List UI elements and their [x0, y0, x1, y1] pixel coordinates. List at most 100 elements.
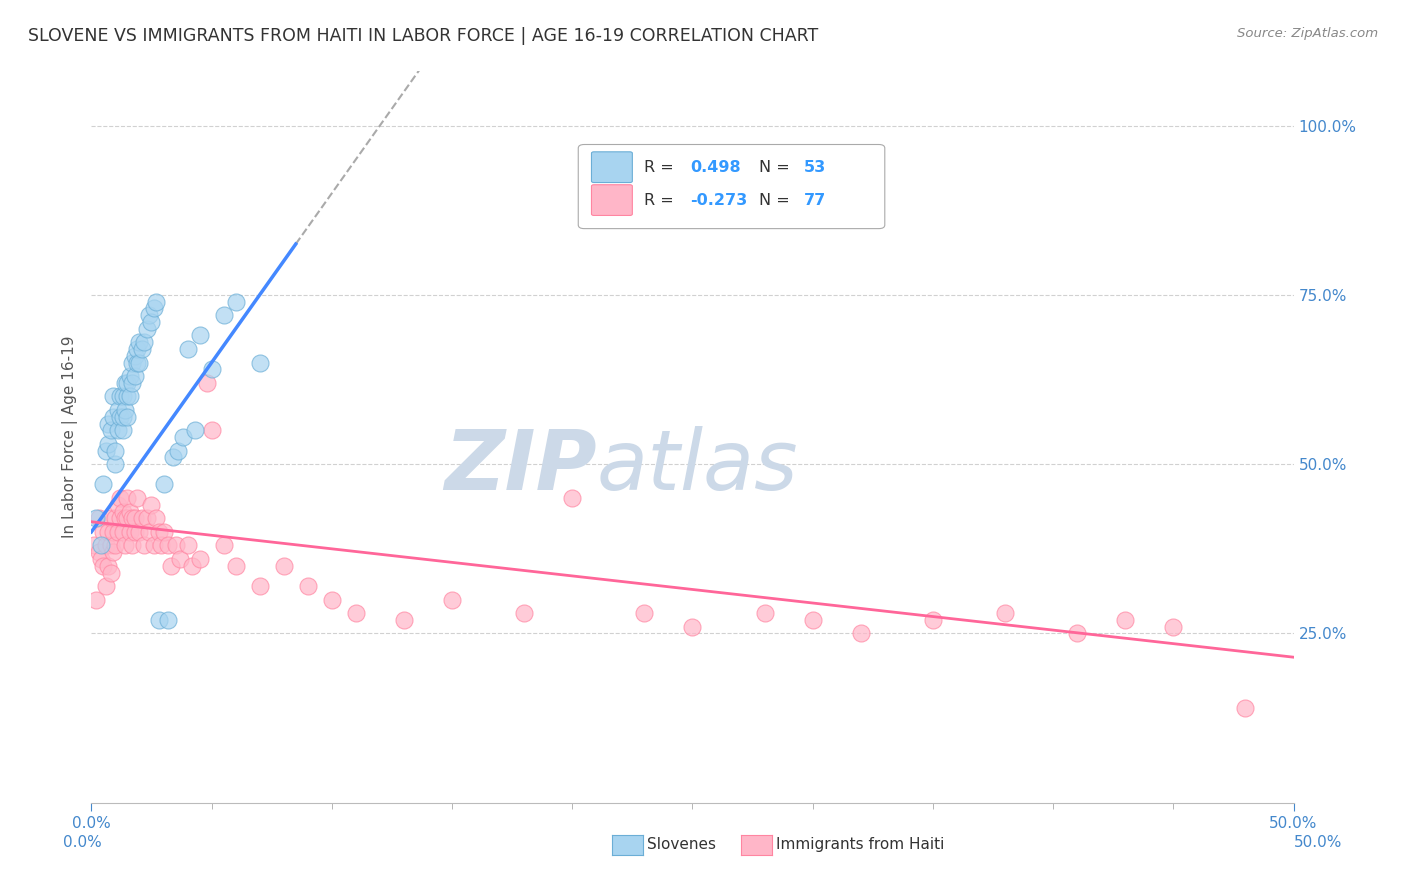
Point	[97, 524, 120, 539]
Point	[165, 538, 187, 552]
Point	[93, 477, 115, 491]
Point	[157, 538, 180, 552]
Point	[100, 423, 122, 437]
Point	[754, 606, 776, 620]
Point	[124, 369, 146, 384]
Point	[297, 579, 319, 593]
Y-axis label: In Labor Force | Age 16-19: In Labor Force | Age 16-19	[62, 335, 77, 539]
Point	[148, 524, 170, 539]
Point	[176, 538, 198, 552]
FancyBboxPatch shape	[592, 152, 633, 183]
Point	[87, 545, 110, 559]
Point	[93, 558, 115, 573]
Point	[212, 538, 235, 552]
Point	[101, 524, 124, 539]
Point	[104, 538, 127, 552]
Point	[125, 342, 148, 356]
Point	[162, 450, 184, 465]
Point	[159, 558, 181, 573]
Point	[633, 606, 655, 620]
Point	[125, 355, 148, 369]
Point	[513, 606, 536, 620]
Point	[84, 511, 107, 525]
Point	[114, 538, 136, 552]
Point	[188, 328, 211, 343]
Point	[107, 498, 129, 512]
Point	[121, 376, 143, 390]
Point	[561, 491, 583, 505]
Point	[142, 538, 165, 552]
Point	[131, 511, 153, 525]
Point	[110, 491, 132, 505]
Point	[107, 423, 129, 437]
Point	[111, 505, 134, 519]
Point	[101, 389, 124, 403]
Point	[114, 376, 136, 390]
Point	[201, 362, 224, 376]
Point	[169, 552, 191, 566]
Point	[121, 511, 143, 525]
Point	[273, 558, 295, 573]
Point	[148, 613, 170, 627]
Point	[121, 355, 143, 369]
Point	[124, 511, 146, 525]
Point	[249, 579, 271, 593]
Point	[121, 538, 143, 552]
Point	[100, 566, 122, 580]
Text: N =: N =	[759, 160, 794, 175]
Point	[1114, 613, 1136, 627]
Point	[104, 443, 127, 458]
Text: 0.0%: 0.0%	[63, 836, 103, 850]
Point	[117, 389, 139, 403]
Point	[135, 322, 157, 336]
Point	[90, 552, 112, 566]
Point	[83, 538, 105, 552]
Point	[93, 524, 115, 539]
Point	[128, 524, 150, 539]
Point	[157, 613, 180, 627]
Text: 53: 53	[804, 160, 827, 175]
Point	[124, 349, 146, 363]
Point	[90, 538, 112, 552]
Point	[114, 511, 136, 525]
Point	[922, 613, 945, 627]
Point	[101, 409, 124, 424]
Text: N =: N =	[759, 193, 794, 208]
Point	[118, 524, 141, 539]
Point	[135, 511, 157, 525]
Point	[117, 511, 139, 525]
Point	[141, 498, 163, 512]
Text: SLOVENE VS IMMIGRANTS FROM HAITI IN LABOR FORCE | AGE 16-19 CORRELATION CHART: SLOVENE VS IMMIGRANTS FROM HAITI IN LABO…	[28, 27, 818, 45]
Point	[225, 294, 247, 309]
Point	[145, 511, 167, 525]
Point	[100, 538, 122, 552]
Point	[142, 301, 165, 316]
Point	[321, 592, 343, 607]
Point	[849, 626, 872, 640]
Point	[97, 437, 120, 451]
Text: R =: R =	[644, 193, 679, 208]
Point	[118, 505, 141, 519]
FancyBboxPatch shape	[578, 145, 884, 228]
Point	[152, 524, 174, 539]
Point	[104, 511, 127, 525]
Text: Source: ZipAtlas.com: Source: ZipAtlas.com	[1237, 27, 1378, 40]
Point	[110, 409, 132, 424]
Text: 50.0%: 50.0%	[1295, 836, 1343, 850]
Point	[128, 355, 150, 369]
Point	[114, 403, 136, 417]
Point	[117, 376, 139, 390]
Point	[176, 342, 198, 356]
Point	[94, 579, 117, 593]
Point	[110, 389, 132, 403]
Point	[104, 457, 127, 471]
Point	[134, 335, 156, 350]
Point	[440, 592, 463, 607]
FancyBboxPatch shape	[592, 185, 633, 216]
Point	[994, 606, 1017, 620]
Point	[124, 524, 146, 539]
Point	[138, 308, 160, 322]
Point	[212, 308, 235, 322]
Point	[188, 552, 211, 566]
Point	[118, 389, 141, 403]
